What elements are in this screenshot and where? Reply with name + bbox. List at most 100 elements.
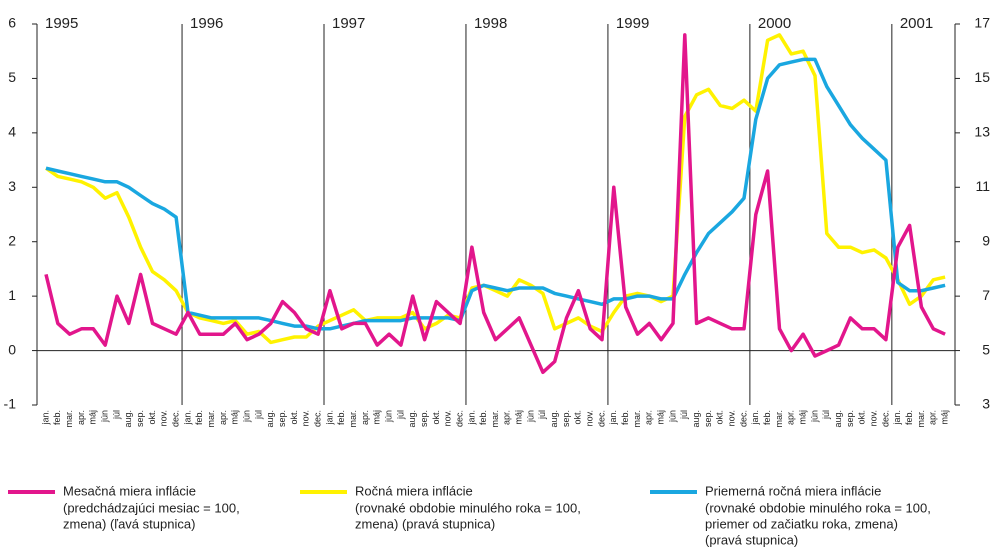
- y2-tick-label: 7: [982, 287, 990, 303]
- y-tick-label: -1: [4, 396, 17, 412]
- x-tick-label: apr.: [76, 410, 86, 425]
- x-tick-label: jan.: [40, 410, 50, 426]
- y2-tick-label: 17: [974, 15, 990, 31]
- legend-description: (rovnaké obdobie minulého roka = 100,: [705, 500, 931, 515]
- x-tick-label: feb.: [904, 410, 914, 425]
- x-tick-label: dec.: [596, 410, 606, 427]
- y-tick-label: 2: [8, 232, 16, 248]
- y2-tick-label: 11: [975, 178, 990, 194]
- x-tick-label: feb.: [336, 410, 346, 425]
- x-tick-label: mar.: [632, 410, 642, 428]
- x-tick-label: jún: [525, 410, 535, 423]
- x-tick-label: dec.: [454, 410, 464, 427]
- x-tick-label: jan.: [324, 410, 334, 426]
- y-tick-label: 6: [8, 15, 16, 31]
- y-tick-label: 4: [8, 124, 16, 140]
- x-tick-label: sep.: [845, 410, 855, 427]
- x-tick-label: okt.: [289, 410, 299, 425]
- x-tick-label: sep.: [419, 410, 429, 427]
- x-tick-label: jún: [383, 410, 393, 423]
- legend-description: (predchádzajúci mesiac = 100,: [63, 500, 240, 515]
- x-tick-label: júl: [111, 410, 121, 420]
- x-tick-label: máj: [656, 410, 666, 425]
- x-tick-label: mar.: [916, 410, 926, 428]
- x-tick-label: nov.: [868, 410, 878, 426]
- x-tick-label: sep.: [703, 410, 713, 427]
- x-tick-label: júl: [395, 410, 405, 420]
- x-tick-label: sep.: [135, 410, 145, 427]
- x-tick-label: máj: [797, 410, 807, 425]
- x-tick-label: apr.: [360, 410, 370, 425]
- x-tick-label: máj: [372, 410, 382, 425]
- year-label: 2001: [900, 15, 933, 32]
- x-tick-label: dec.: [738, 410, 748, 427]
- series-line: [44, 33, 946, 375]
- x-tick-label: apr.: [644, 410, 654, 425]
- x-tick-label: jan.: [892, 410, 902, 426]
- x-tick-label: dec.: [171, 410, 181, 427]
- y-tick-label: 0: [8, 341, 16, 357]
- x-tick-label: júl: [537, 410, 547, 420]
- x-tick-label: jún: [100, 410, 110, 423]
- x-tick-label: aug.: [123, 410, 133, 428]
- y-tick-label: 5: [8, 69, 16, 85]
- y2-tick-label: 9: [982, 232, 990, 248]
- x-tick-label: dec.: [312, 410, 322, 427]
- x-tick-label: nov.: [585, 410, 595, 426]
- x-tick-label: aug.: [833, 410, 843, 428]
- x-tick-label: feb.: [620, 410, 630, 425]
- year-label: 1997: [332, 15, 365, 32]
- y-tick-label: 3: [8, 178, 16, 194]
- legend-description: priemer od začiatku roka, zmena): [705, 516, 898, 531]
- series-line: [45, 57, 946, 331]
- legend-description: (rovnaké obdobie minulého roka = 100,: [355, 500, 581, 515]
- x-tick-label: mar.: [774, 410, 784, 428]
- x-tick-label: apr.: [502, 410, 512, 425]
- x-tick-label: dec.: [880, 410, 890, 427]
- x-tick-label: júl: [821, 410, 831, 420]
- x-tick-label: okt.: [715, 410, 725, 425]
- legend-description: (pravá stupnica): [705, 532, 798, 547]
- x-tick-label: apr.: [786, 410, 796, 425]
- x-tick-label: nov.: [159, 410, 169, 426]
- x-tick-label: okt.: [573, 410, 583, 425]
- x-tick-label: máj: [939, 410, 949, 425]
- y2-tick-label: 5: [982, 341, 990, 357]
- x-tick-label: jan.: [182, 410, 192, 426]
- x-tick-label: jún: [809, 410, 819, 423]
- year-label: 1996: [190, 15, 223, 32]
- x-tick-label: apr.: [928, 410, 938, 425]
- x-tick-label: mar.: [348, 410, 358, 428]
- legend-label: Ročná miera inflácie: [355, 483, 473, 498]
- x-tick-label: júl: [253, 410, 263, 420]
- legend-description: zmena) (ľavá stupnica): [63, 516, 195, 531]
- x-tick-label: mar.: [490, 410, 500, 428]
- year-label: 1998: [474, 15, 507, 32]
- x-tick-label: aug.: [407, 410, 417, 428]
- legend-label: Priemerná ročná miera inflácie: [705, 483, 881, 498]
- x-tick-label: feb.: [52, 410, 62, 425]
- x-tick-label: máj: [88, 410, 98, 425]
- x-tick-label: feb.: [478, 410, 488, 425]
- x-tick-label: jan.: [466, 410, 476, 426]
- x-tick-label: jún: [241, 410, 251, 423]
- y2-tick-label: 15: [974, 69, 990, 85]
- y2-tick-label: 13: [974, 124, 990, 140]
- x-tick-label: sep.: [277, 410, 287, 427]
- x-tick-label: jan.: [750, 410, 760, 426]
- x-tick-label: aug.: [265, 410, 275, 428]
- year-label: 1999: [616, 15, 649, 32]
- x-tick-label: apr.: [218, 410, 228, 425]
- x-tick-label: aug.: [549, 410, 559, 428]
- y-tick-label: 1: [8, 287, 16, 303]
- x-tick-label: okt.: [431, 410, 441, 425]
- legend-label: Mesačná miera inflácie: [63, 483, 196, 498]
- x-tick-label: feb.: [762, 410, 772, 425]
- x-tick-label: okt.: [857, 410, 867, 425]
- x-tick-label: máj: [230, 410, 240, 425]
- year-label: 1995: [45, 15, 78, 32]
- x-tick-label: jún: [667, 410, 677, 423]
- x-tick-label: nov.: [301, 410, 311, 426]
- legend-description: zmena) (pravá stupnica): [355, 516, 495, 531]
